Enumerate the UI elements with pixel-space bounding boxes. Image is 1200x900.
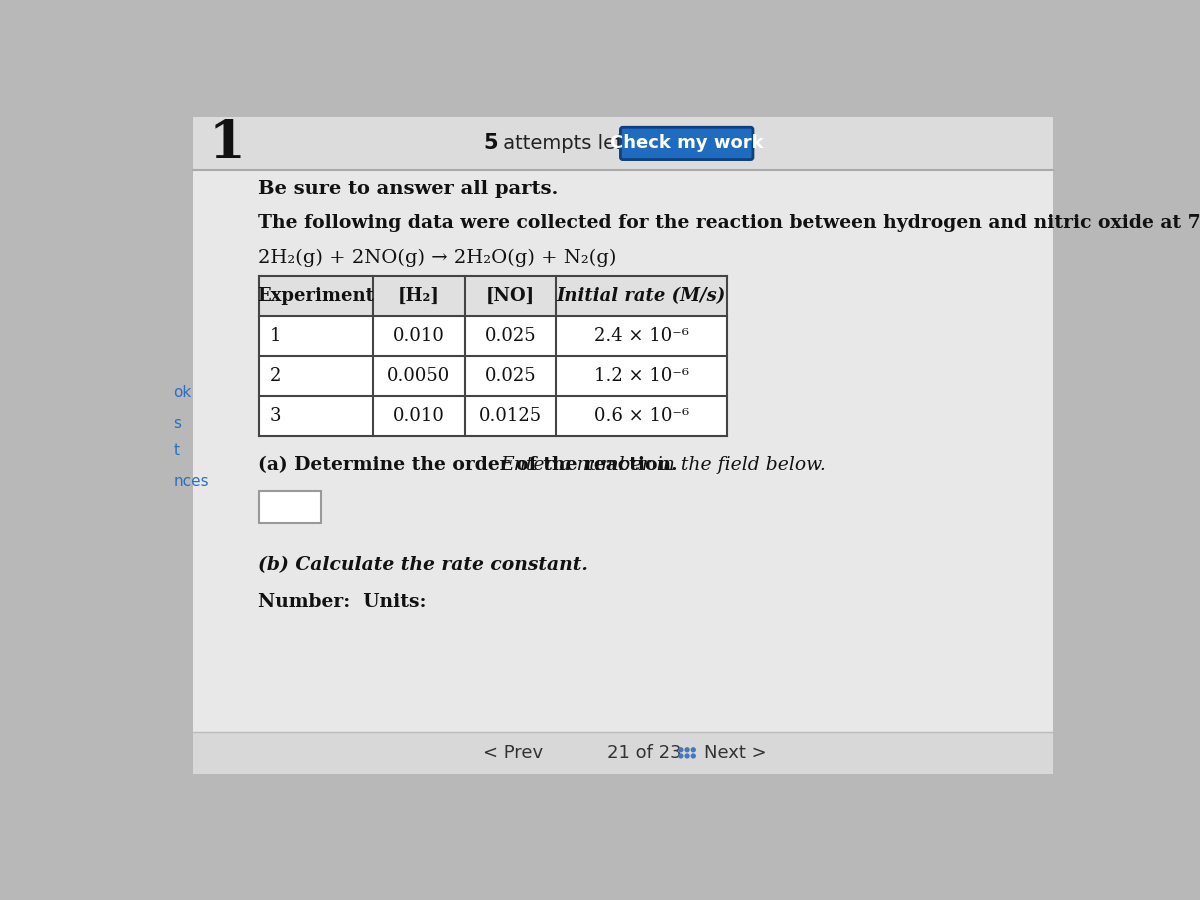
Text: 21 of 23: 21 of 23 [607, 744, 682, 762]
Text: 0.010: 0.010 [392, 407, 445, 425]
Text: (b) Calculate the rate constant.: (b) Calculate the rate constant. [258, 556, 588, 574]
Bar [258, 276, 727, 436]
Text: 0.010: 0.010 [392, 327, 445, 345]
Text: 2: 2 [269, 367, 281, 385]
Text: 1: 1 [269, 327, 281, 345]
Text: attempts left: attempts left [497, 134, 630, 153]
Text: 5: 5 [484, 133, 498, 153]
Text: nces: nces [173, 474, 209, 489]
Text: Number:  Units:: Number: Units: [258, 593, 427, 611]
Text: 3: 3 [269, 407, 281, 425]
Text: 0.0050: 0.0050 [388, 367, 450, 385]
Text: [H₂]: [H₂] [398, 287, 440, 305]
Bar [193, 117, 1052, 169]
Circle shape [685, 748, 689, 752]
Text: [NO]: [NO] [486, 287, 535, 305]
Text: < Prev: < Prev [484, 744, 544, 762]
Text: ok: ok [173, 385, 192, 400]
Circle shape [691, 748, 695, 752]
Text: Enter a number in the field below.: Enter a number in the field below. [500, 456, 826, 474]
Circle shape [691, 754, 695, 758]
Text: 2H₂(g) + 2NO(g) → 2H₂O(g) + N₂(g): 2H₂(g) + 2NO(g) → 2H₂O(g) + N₂(g) [258, 249, 617, 267]
Text: t: t [173, 443, 179, 458]
Text: The following data were collected for the reaction between hydrogen and nitric o: The following data were collected for th… [258, 214, 1200, 232]
Text: Next >: Next > [704, 744, 767, 762]
Text: 0.0125: 0.0125 [479, 407, 542, 425]
Circle shape [679, 754, 683, 758]
FancyBboxPatch shape [620, 127, 752, 159]
Bar [258, 491, 320, 523]
Text: Initial rate (M/s): Initial rate (M/s) [557, 287, 726, 305]
Text: Check my work: Check my work [610, 134, 763, 152]
Bar [193, 732, 1052, 774]
Text: 0.6 × 10⁻⁶: 0.6 × 10⁻⁶ [594, 407, 689, 425]
Text: 0.025: 0.025 [485, 327, 536, 345]
Text: (a) Determine the order of the reaction.: (a) Determine the order of the reaction. [258, 456, 685, 474]
Text: Experiment: Experiment [258, 287, 374, 305]
Text: 1.2 × 10⁻⁶: 1.2 × 10⁻⁶ [594, 367, 689, 385]
Circle shape [685, 754, 689, 758]
Text: 0.025: 0.025 [485, 367, 536, 385]
Text: Be sure to answer all parts.: Be sure to answer all parts. [258, 180, 559, 198]
Text: s: s [173, 416, 181, 431]
Bar [258, 276, 727, 316]
Circle shape [679, 748, 683, 752]
Text: 2.4 × 10⁻⁶: 2.4 × 10⁻⁶ [594, 327, 689, 345]
Text: 1: 1 [208, 118, 245, 169]
